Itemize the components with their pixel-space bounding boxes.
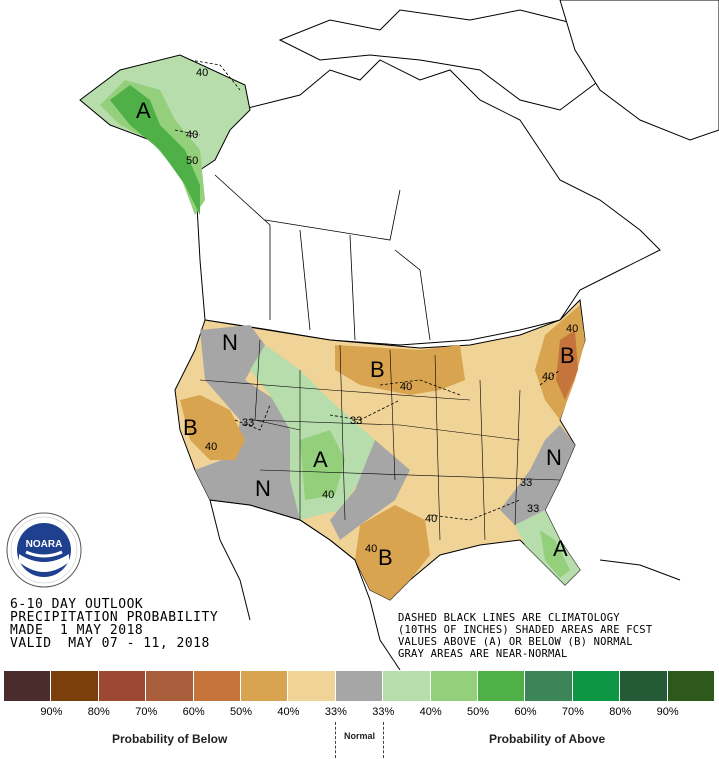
caribbean-outline xyxy=(599,559,681,581)
legend-label: 33% xyxy=(324,706,347,718)
canada-land xyxy=(194,59,661,346)
west-near-normal xyxy=(195,325,300,520)
contour-label: 40 xyxy=(322,489,334,501)
legend-caption-below: Probability of Below xyxy=(112,732,228,746)
normal-divider-left xyxy=(335,722,336,758)
note-line: VALUES ABOVE (A) OR BELOW (B) NORMAL xyxy=(398,636,633,648)
legend-label: 50% xyxy=(467,706,490,718)
legend-swatch-13 xyxy=(620,671,668,701)
legend-caption-normal: Normal xyxy=(344,731,376,741)
southeast-near-normal xyxy=(500,425,575,525)
florida-above-50 xyxy=(540,530,570,578)
mexico-outline xyxy=(209,499,401,670)
legend-label: 90% xyxy=(656,706,679,718)
probability-legend xyxy=(4,671,716,701)
legend-label: 80% xyxy=(87,706,110,718)
precipitation-outlook-map: A N B N A B B B N A 40 40 50 33 40 33 40… xyxy=(79,0,719,670)
legend-label: 90% xyxy=(40,706,63,718)
contour-label: 40 xyxy=(425,513,437,525)
southwest-above-50 xyxy=(300,430,345,500)
contour-label: 50 xyxy=(186,155,198,167)
legend-label: 70% xyxy=(135,706,158,718)
west-below-40 xyxy=(180,395,245,460)
legend-label: 33% xyxy=(372,706,395,718)
contour-label: 40 xyxy=(196,67,208,79)
normal-divider-right xyxy=(383,722,384,758)
legend-swatch-14 xyxy=(667,671,716,701)
legend-swatch-0 xyxy=(4,671,52,701)
contour-label: 40 xyxy=(186,129,198,141)
contour-label: 40 xyxy=(542,371,554,383)
contour-label: 33 xyxy=(242,417,254,429)
greenland xyxy=(559,0,719,141)
legend-label: 50% xyxy=(230,706,253,718)
legend-swatch-8 xyxy=(383,671,431,701)
alaska-above-60 xyxy=(110,85,200,215)
contour-label: 40 xyxy=(365,543,377,555)
region-letter-sw-a: A xyxy=(313,447,328,472)
product-subtitle: PRECIPITATION PROBABILITY xyxy=(10,610,219,625)
legend-swatch-7 xyxy=(335,671,384,701)
region-letter-ak-a: A xyxy=(136,98,151,123)
texas-below-40 xyxy=(355,505,430,600)
contour-label: 33 xyxy=(520,477,532,489)
contour-label: 33 xyxy=(350,415,362,427)
noaa-logo-text: NOARA xyxy=(26,539,63,550)
region-letter-ne-b: B xyxy=(560,343,575,368)
region-letter-fl-a: A xyxy=(553,536,568,561)
contour-label: 40 xyxy=(566,323,578,335)
map-notes: DASHED BLACK LINES ARE CLIMATOLOGY (10TH… xyxy=(398,612,652,660)
made-date: MADE 1 MAY 2018 xyxy=(10,623,144,638)
legend-label: 80% xyxy=(609,706,632,718)
legend-swatch-6 xyxy=(288,671,336,701)
legend-swatch-1 xyxy=(51,671,99,701)
legend-swatch-5 xyxy=(241,671,289,701)
texas-near-normal xyxy=(330,440,410,540)
note-line: GRAY AREAS ARE NEAR-NORMAL xyxy=(398,648,568,660)
legend-label: 60% xyxy=(514,706,537,718)
legend-swatch-9 xyxy=(430,671,479,701)
legend-caption-above: Probability of Above xyxy=(489,732,606,746)
legend-labels: 90% 80% 70% 60% 50% 40% 33% 33% 40% 50% 60% 70% 80% 9… xyxy=(4,706,715,718)
region-letter-ca-b: B xyxy=(183,415,198,440)
region-letter-mw-b: B xyxy=(370,357,385,382)
province-lines xyxy=(214,174,431,341)
northeast-below-50 xyxy=(556,330,578,400)
note-line: DASHED BLACK LINES ARE CLIMATOLOGY xyxy=(398,612,620,624)
legend-label: 60% xyxy=(182,706,205,718)
note-line: (10THS OF INCHES) SHADED AREAS ARE FCST xyxy=(398,624,653,636)
legend-swatch-3 xyxy=(146,671,194,701)
midwest-below-40 xyxy=(335,345,465,395)
legend-label: 70% xyxy=(561,706,584,718)
region-letter-se-n: N xyxy=(546,445,562,470)
legend-swatch-10 xyxy=(478,671,526,701)
legend-swatch-2 xyxy=(98,671,147,701)
region-letter-nw-n: N xyxy=(222,330,238,355)
product-title: 6-10 DAY OUTLOOK xyxy=(10,597,144,612)
legend-swatch-12 xyxy=(572,671,621,701)
legend-label: 40% xyxy=(277,706,300,718)
contour-label: 33 xyxy=(527,503,539,515)
valid-dates: VALID MAY 07 - 11, 2018 xyxy=(10,636,210,651)
baja-outline xyxy=(209,499,251,621)
noaa-logo: NOARA xyxy=(6,512,82,588)
product-title-block: 6-10 DAY OUTLOOK PRECIPITATION PROBABILI… xyxy=(10,598,218,650)
contour-label: 40 xyxy=(205,441,217,453)
legend-swatch-11 xyxy=(525,671,573,701)
climatology-dashed-lines xyxy=(174,59,561,521)
region-letter-tx-b: B xyxy=(378,545,393,570)
legend-label: 40% xyxy=(419,706,442,718)
region-letter-sw-n: N xyxy=(255,476,271,501)
contour-label: 40 xyxy=(400,381,412,393)
legend-swatch-4 xyxy=(193,671,242,701)
